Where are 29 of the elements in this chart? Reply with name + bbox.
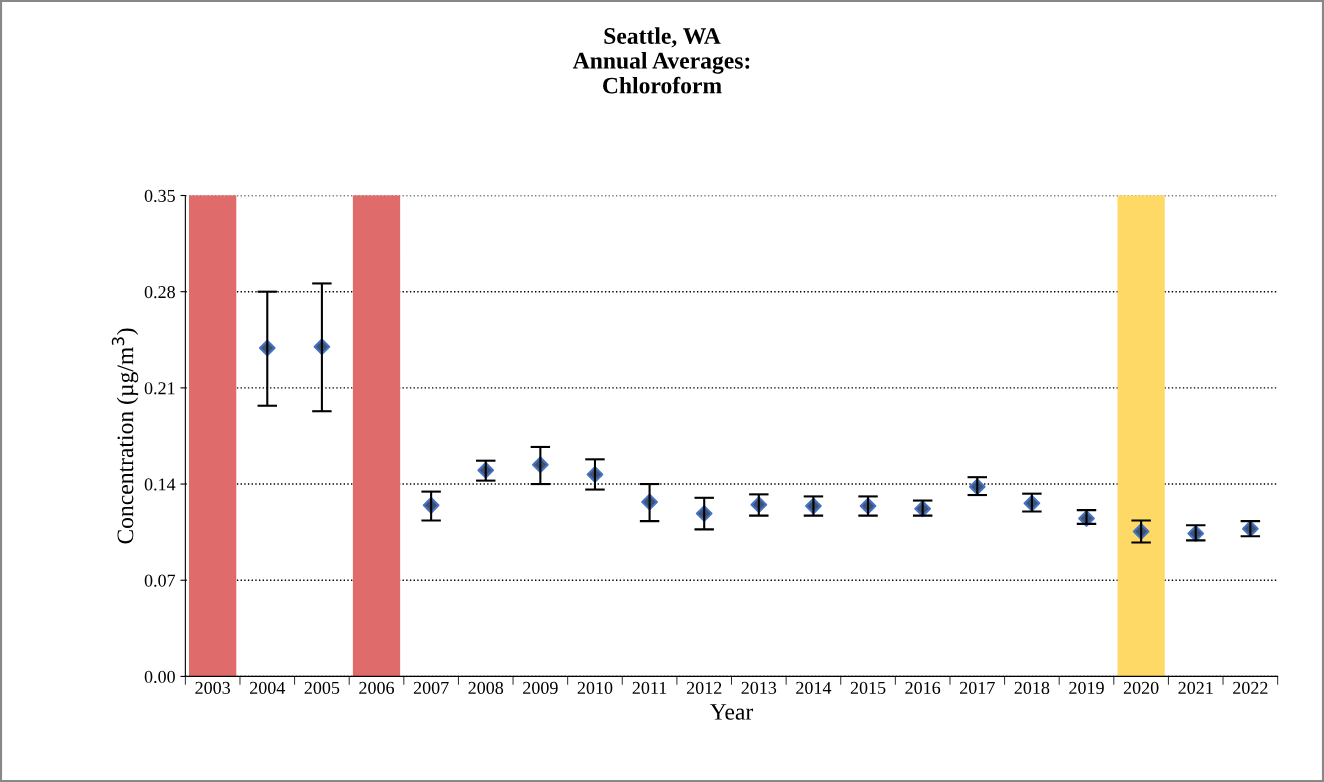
x-tick-label: 2008 (468, 681, 504, 694)
y-tick-label: 0.21 (144, 382, 175, 395)
x-tick-label: 2014 (796, 681, 832, 694)
x-tick-label: 2004 (250, 681, 286, 694)
chart-title: Seattle, WA Annual Averages: Chloroform (572, 27, 750, 94)
x-tick-label: 2021 (1178, 681, 1213, 694)
x-tick-label: 2018 (1014, 681, 1050, 694)
x-tick-label: 2022 (1233, 681, 1268, 694)
x-tick-label: 2006 (359, 681, 395, 694)
x-tick-label: 2019 (1069, 681, 1104, 694)
x-tick-label: 2012 (686, 681, 722, 694)
y-tick-label: 0.14 (144, 478, 176, 491)
x-tick-label: 2011 (632, 681, 667, 694)
x-tick-label: 2017 (960, 681, 995, 694)
x-tick-label: 2013 (741, 681, 777, 694)
x-tick-label: 2016 (905, 681, 941, 694)
x-tick-label: 2007 (413, 681, 449, 694)
x-axis-title: Year (710, 704, 754, 720)
y-tick-label: 0.07 (144, 574, 176, 587)
y-tick-label: 0.35 (144, 189, 175, 203)
y-axis-title: Concentration (µg/m$^{3}$) (111, 328, 139, 544)
y-tick-label: 0.00 (144, 670, 175, 683)
x-tick-label: 2015 (850, 681, 886, 694)
x-tick-label: 2005 (304, 681, 340, 694)
x-tick-label: 2003 (195, 681, 231, 694)
x-tick-label: 2020 (1123, 681, 1159, 694)
y-tick-label: 0.28 (144, 285, 175, 299)
x-tick-label: 2009 (523, 681, 558, 694)
x-tick-label: 2010 (577, 681, 613, 694)
